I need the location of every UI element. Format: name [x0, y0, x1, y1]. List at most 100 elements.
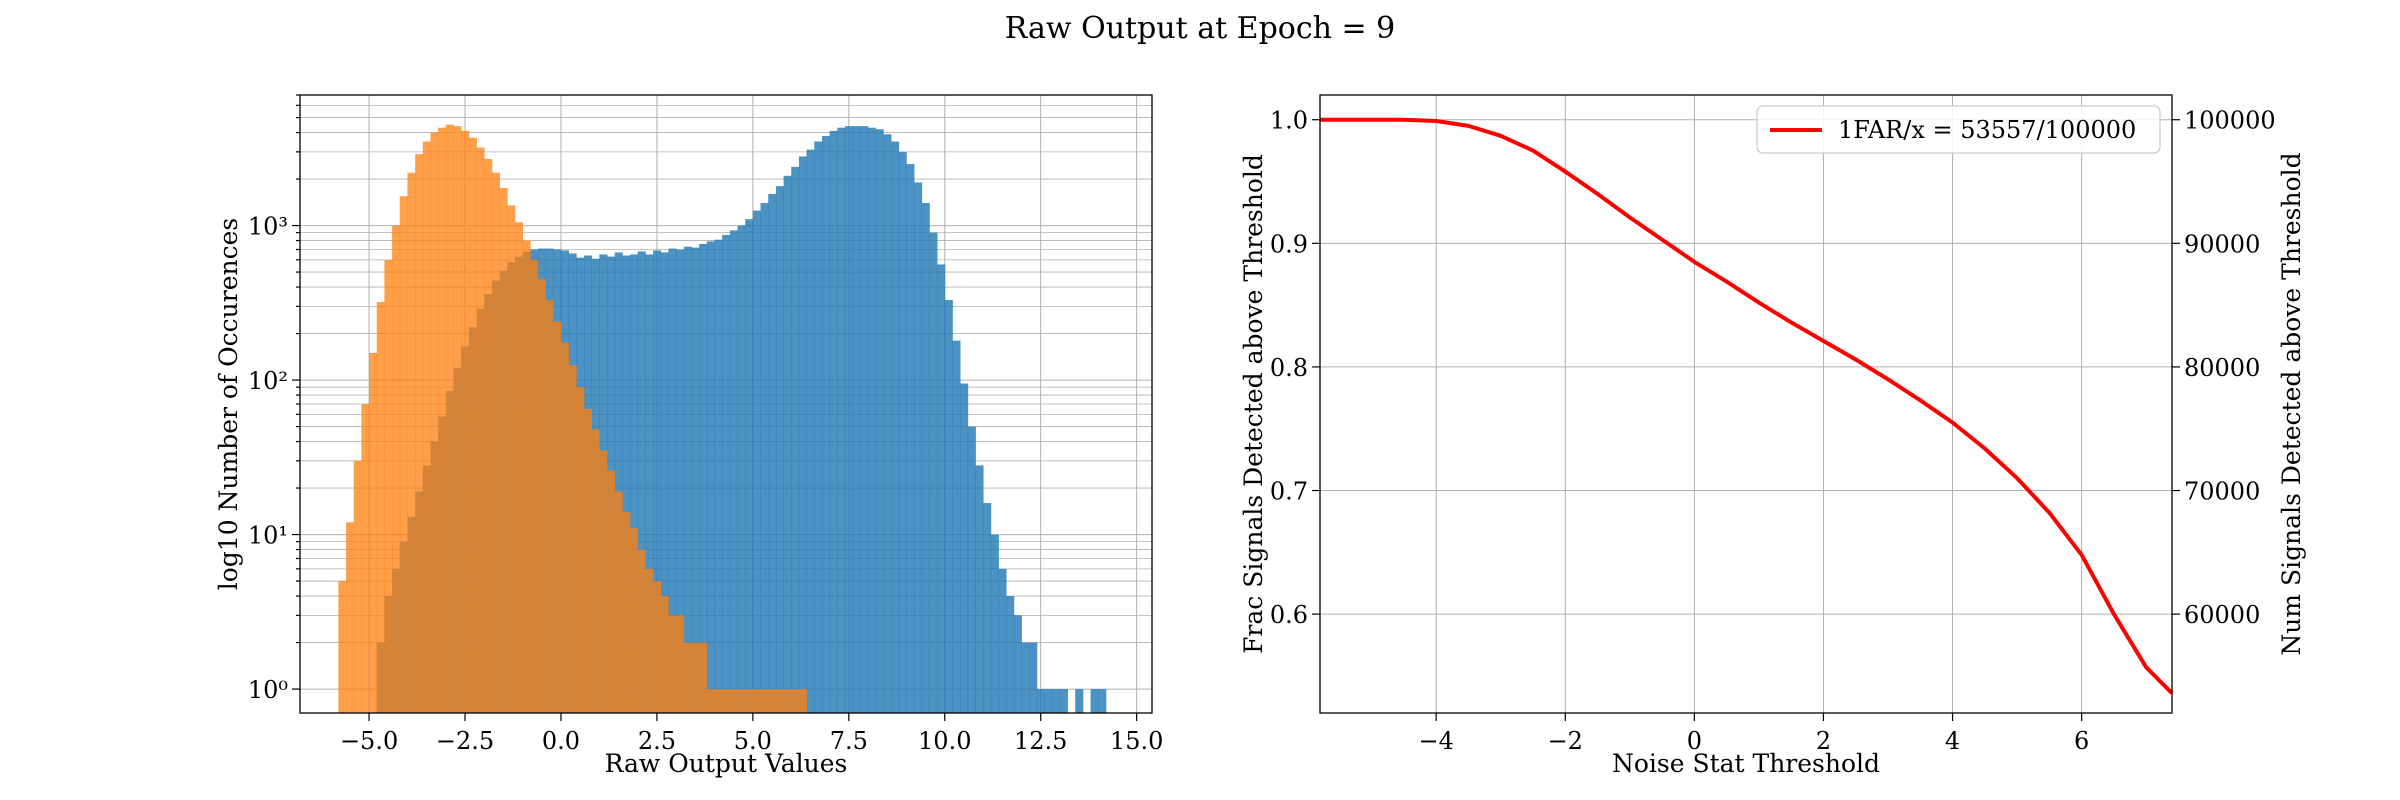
- histogram-y-axis-label: log10 Number of Occurences: [214, 218, 243, 591]
- histogram-bar: [461, 130, 470, 713]
- histogram-bar: [998, 568, 1007, 713]
- histogram-x-tick-label: 2.5: [638, 727, 676, 755]
- histogram-bar: [983, 503, 992, 713]
- histogram-bar: [883, 134, 892, 713]
- histogram-x-axis-label: Raw Output Values: [605, 749, 848, 778]
- histogram-bar: [468, 137, 477, 713]
- histogram-bar: [937, 264, 946, 713]
- histogram-bar: [660, 252, 669, 713]
- efficiency-grid: [1320, 95, 2172, 713]
- histogram-bar: [791, 689, 800, 713]
- efficiency-y-tick-label: 0.6: [1270, 601, 1308, 629]
- histogram-bar: [868, 127, 877, 713]
- histogram-bar: [798, 156, 807, 713]
- histogram-bar: [1098, 689, 1107, 713]
- histogram-bar: [768, 194, 777, 713]
- histogram-bar: [346, 522, 355, 713]
- histogram-bar: [814, 141, 823, 713]
- histogram-bar: [545, 299, 554, 713]
- histogram-bar: [637, 251, 646, 714]
- histogram-bar: [752, 689, 761, 713]
- histogram-bar: [445, 124, 454, 714]
- histogram-bar: [775, 689, 784, 713]
- histogram-bar: [891, 141, 900, 713]
- efficiency-y-tick-label: 0.8: [1270, 354, 1308, 382]
- histogram-bar: [353, 460, 362, 713]
- histogram-bar: [384, 259, 393, 713]
- histogram-bar: [714, 689, 723, 713]
- histogram-x-tick-label: 10.0: [918, 727, 971, 755]
- histogram-bar: [630, 254, 639, 713]
- histogram-bar: [921, 202, 930, 714]
- histogram-bar: [637, 549, 646, 713]
- histogram-bar: [361, 404, 370, 713]
- histogram-x-tick-label: 7.5: [830, 727, 868, 755]
- histogram-bar: [691, 247, 700, 713]
- histogram-bar: [706, 241, 715, 713]
- efficiency-y-tick-label: 0.9: [1270, 230, 1308, 258]
- histogram-bar: [806, 149, 815, 713]
- histogram-bar: [430, 132, 439, 713]
- efficiency-chart: −4 −2 0 2 4 6 0.6 0.7 0.8 0.9 1.0 60000 70000 80000…: [1239, 94, 2306, 778]
- legend: 1FAR/x = 53557/100000: [1756, 105, 2161, 154]
- histogram-bar: [729, 230, 738, 714]
- histogram-x-tick-label: 0.0: [542, 727, 580, 755]
- efficiency-x-tick-label: −4: [1418, 727, 1453, 755]
- efficiency-right-tick-label: 90000: [2184, 230, 2260, 258]
- histogram-bar: [553, 321, 562, 713]
- histogram-bar: [898, 151, 907, 713]
- histogram-bar: [399, 196, 408, 714]
- efficiency-right-tick-label: 80000: [2184, 354, 2260, 382]
- histogram-bar: [952, 340, 961, 713]
- histogram-bar: [537, 279, 547, 713]
- histogram-bar: [760, 202, 769, 714]
- histogram-bar: [929, 232, 938, 713]
- histogram-bar: [699, 642, 708, 713]
- efficiency-x-ticks: −4 −2 0 2 4 6: [1418, 713, 2089, 755]
- histogram-x-tick-label: 12.5: [1014, 727, 1067, 755]
- histogram-bar: [706, 689, 715, 713]
- histogram-bar: [775, 186, 784, 713]
- histogram-bar: [1059, 689, 1068, 713]
- efficiency-plot-frame: [1319, 94, 2173, 714]
- histogram-bar: [653, 250, 662, 714]
- histogram-bar: [768, 689, 777, 713]
- efficiency-y-tick-label: 0.7: [1270, 478, 1308, 506]
- histogram-bar: [1029, 642, 1038, 713]
- histogram-bar: [875, 129, 884, 713]
- histogram-bar: [699, 243, 708, 714]
- histogram-bar: [737, 689, 746, 713]
- histogram-bar: [591, 429, 600, 713]
- histogram-bar: [338, 581, 347, 713]
- histogram-bar: [783, 175, 792, 713]
- efficiency-y-ticks-left: 0.6 0.7 0.8 0.9 1.0: [1270, 107, 1320, 629]
- histogram-bar: [944, 299, 953, 713]
- histogram-bar: [1044, 689, 1053, 713]
- legend-box: [1756, 105, 2161, 154]
- histogram-bar: [530, 259, 539, 713]
- efficiency-y-axis-label-left: Frac Signals Detected above Threshold: [1239, 154, 1268, 654]
- histogram-bar: [507, 205, 516, 713]
- histogram-bar: [729, 689, 738, 713]
- histogram-bar: [960, 383, 969, 713]
- efficiency-y-ticks-right: 60000 70000 80000 90000 100000: [2172, 107, 2276, 629]
- efficiency-x-tick-label: −2: [1548, 727, 1583, 755]
- histogram-bar: [760, 689, 769, 713]
- histogram-bar: [415, 154, 424, 714]
- histogram-bar: [476, 147, 485, 713]
- histogram-bar: [422, 141, 431, 713]
- histogram-bar: [1021, 642, 1030, 713]
- histogram-bar: [1013, 615, 1022, 713]
- histogram-bar: [914, 182, 923, 713]
- histogram-bar: [1090, 689, 1099, 713]
- histogram-bar: [852, 126, 861, 714]
- histogram-bar: [837, 127, 846, 713]
- histogram-bar: [798, 689, 807, 713]
- efficiency-x-tick-label: 4: [1945, 727, 1960, 755]
- histogram-bar: [499, 188, 508, 714]
- histogram-bar: [683, 642, 692, 713]
- histogram-bar: [376, 302, 385, 713]
- efficiency-series-line: [1320, 117, 2174, 695]
- histogram-x-tick-label: 5.0: [734, 727, 772, 755]
